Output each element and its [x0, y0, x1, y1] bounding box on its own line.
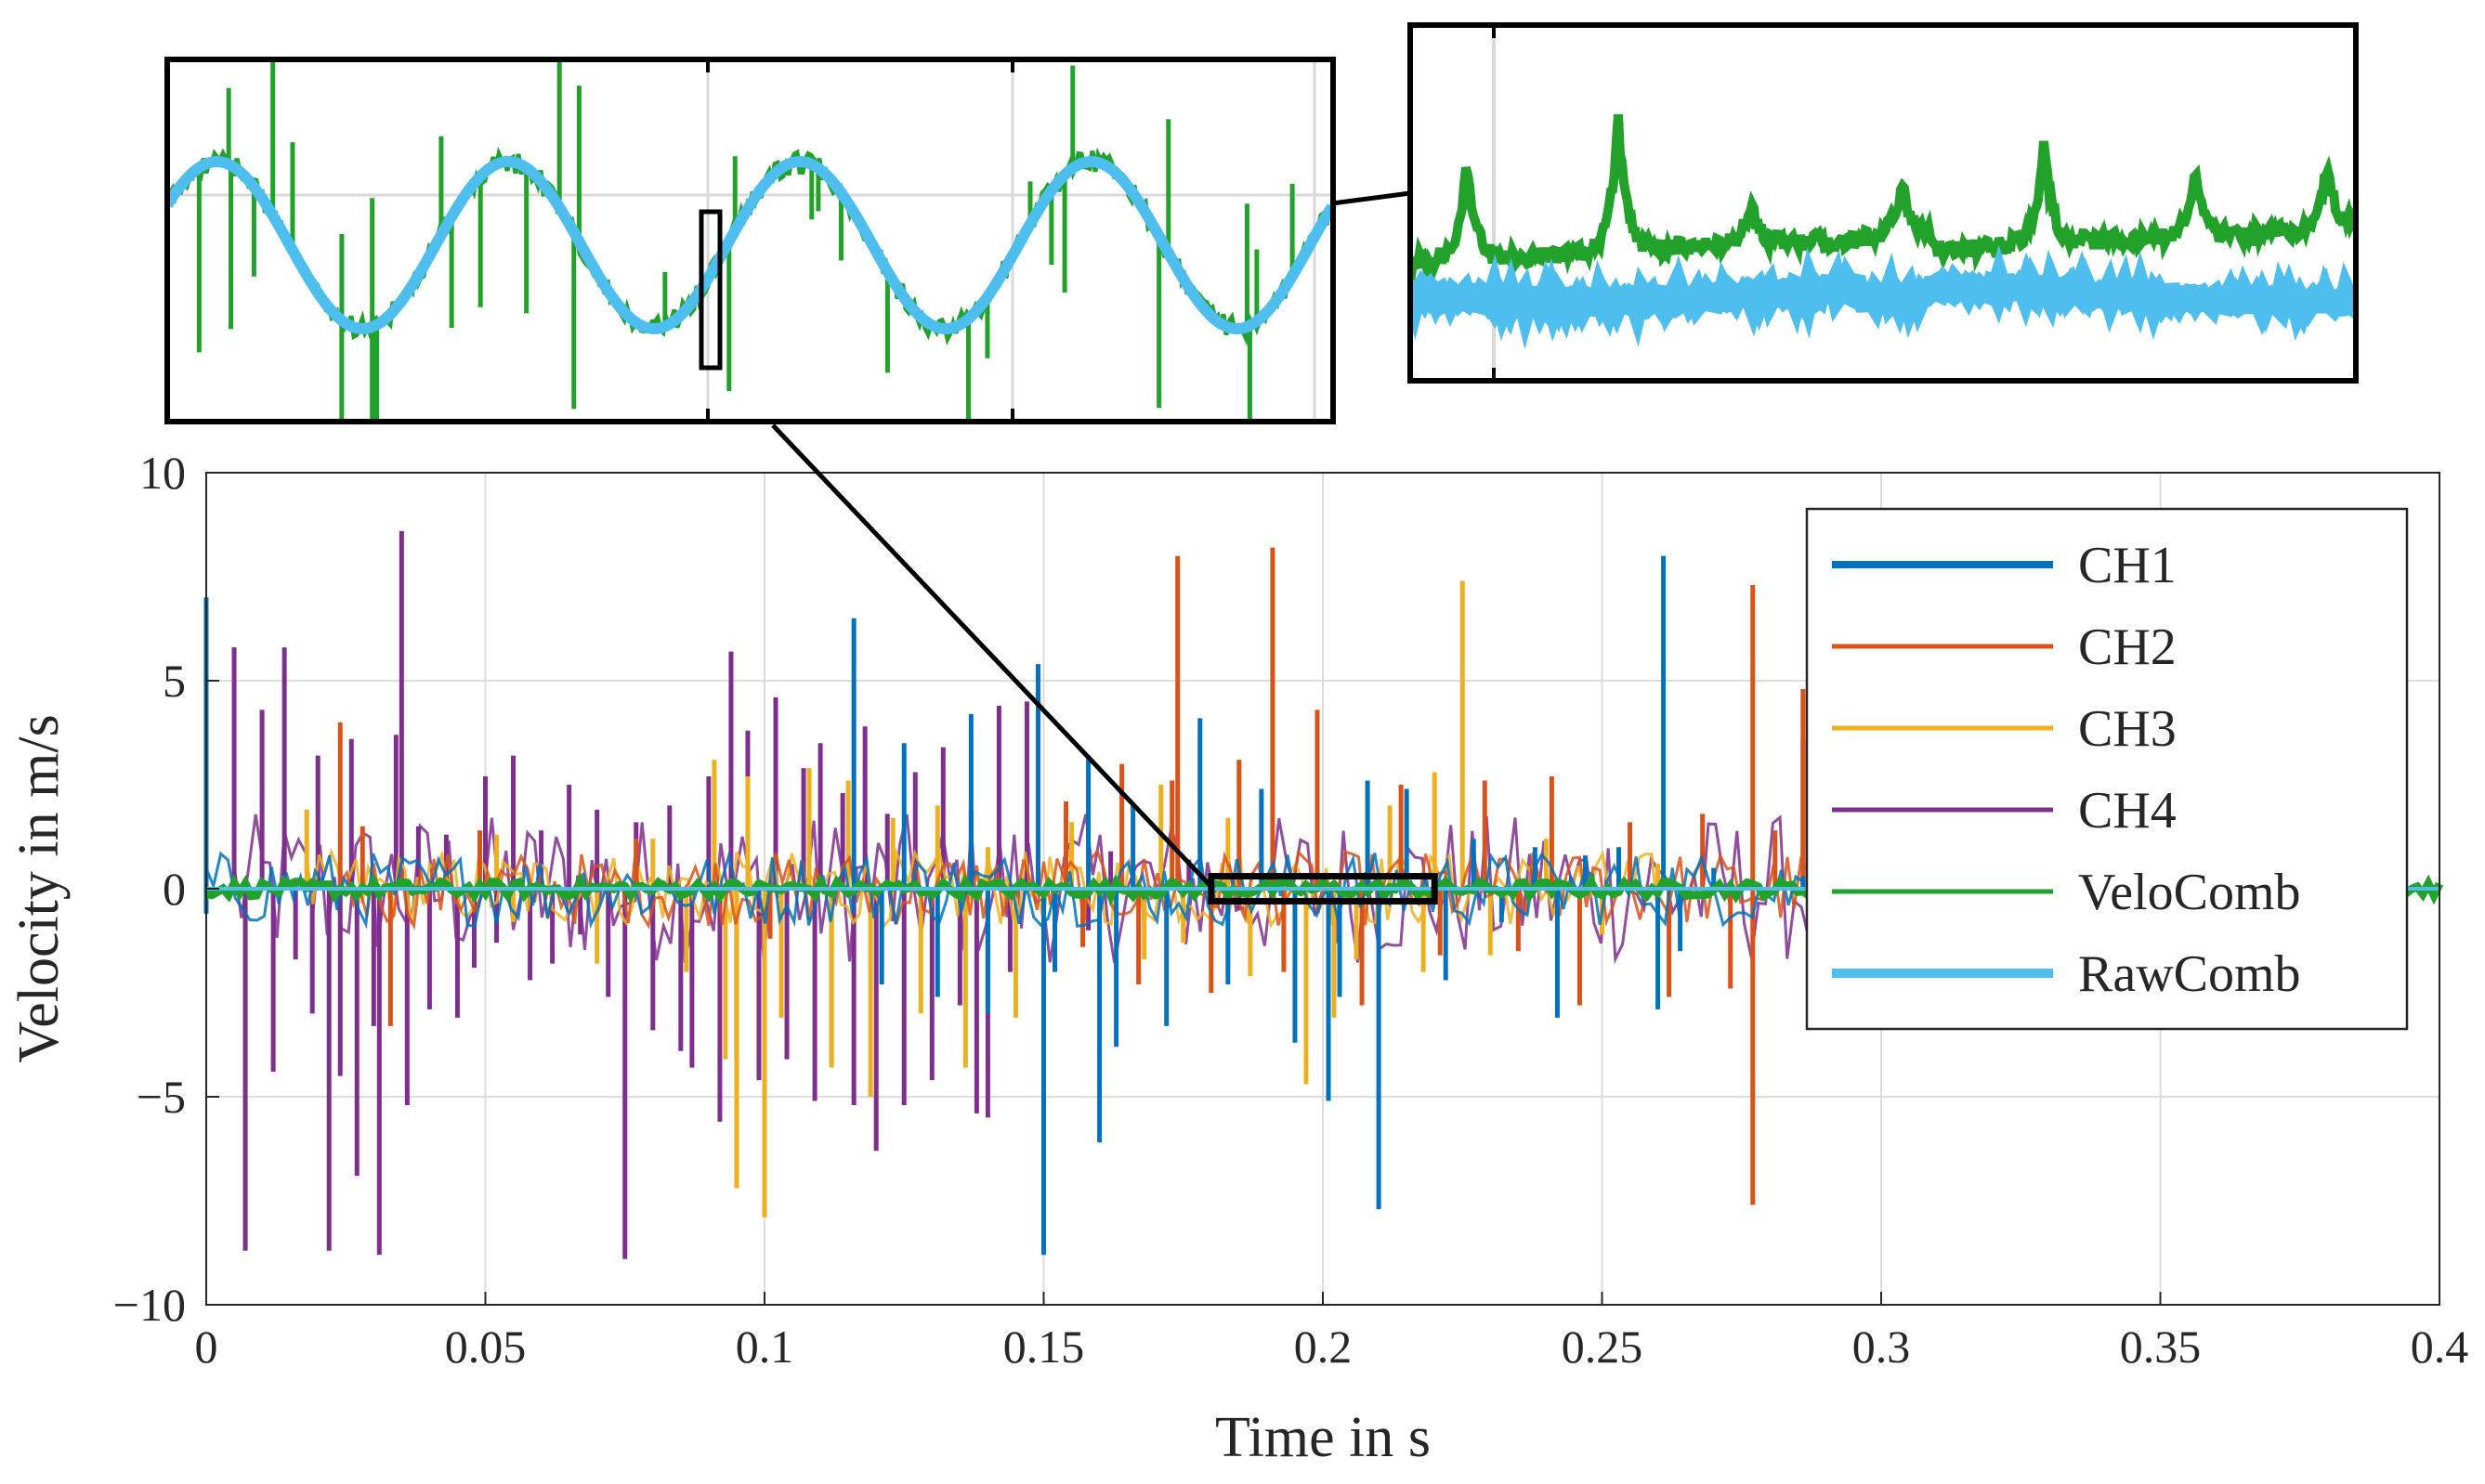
legend: CH1 CH2 CH3 CH4 VeloComb RawComb [1805, 507, 2409, 1031]
y-axis-title: Velocity in m/s [7, 714, 71, 1062]
series-ch2 [337, 547, 1817, 1205]
inset-left-viewport [167, 59, 1333, 422]
legend-entry-ch3: CH3 [1832, 700, 2177, 758]
y-tick-label: 0 [163, 863, 186, 915]
main-plot: 0 0.05 0.1 0.15 0.2 0.25 0.3 0.35 0.4 −10 −5 0 5 10 T… [7, 447, 2468, 1469]
inset-left-ticks [706, 59, 1014, 422]
legend-label: CH2 [2078, 618, 2177, 676]
inset-left-rawComb [167, 155, 1333, 335]
x-tick-label: 0 [195, 1321, 218, 1373]
y-tick-label: −10 [113, 1279, 186, 1331]
legend-entries: CH1 CH2 CH3 CH4 VeloComb RawComb [1832, 537, 2301, 1003]
legend-entry-ch1: CH1 [1832, 537, 2177, 594]
legend-label: CH1 [2078, 537, 2177, 594]
inset-right-veloComb [1410, 113, 2356, 284]
x-tick-label: 0.2 [1294, 1321, 1353, 1373]
inset-left-plot-area [167, 59, 1333, 422]
inset-left-frame [164, 57, 1336, 424]
main-ticks: 0 0.05 0.1 0.15 0.2 0.25 0.3 0.35 0.4 −10 −5 0 5 10 [113, 447, 2468, 1373]
inset-left-series [167, 59, 1333, 422]
legend-label: RawComb [2078, 945, 2301, 1003]
series-ch1 [203, 555, 1806, 1256]
inset-right-series [1410, 113, 2356, 349]
inset-left [164, 57, 1336, 424]
inset-left-spikes [196, 59, 1295, 422]
legend-label: CH3 [2078, 700, 2177, 758]
legend-entry-velocomb: VeloComb [1832, 864, 2301, 921]
series-noise-ch2 [339, 848, 1816, 931]
inset-right-frame [1407, 22, 2359, 384]
connector-line-main-to-inset [771, 423, 1215, 891]
legend-label: VeloComb [2078, 864, 2301, 921]
inset-left-zoom-box [699, 209, 723, 371]
x-axis-title: Time in s [1215, 1406, 1431, 1469]
x-tick-label: 0.4 [2411, 1321, 2469, 1373]
inset-right-rawComb [1410, 244, 2356, 349]
y-tick-label: 5 [163, 655, 186, 707]
x-tick-label: 0.3 [1852, 1321, 1911, 1373]
x-tick-label: 0.25 [1562, 1321, 1643, 1373]
x-tick-label: 0.15 [1003, 1321, 1085, 1373]
legend-entry-ch4: CH4 [1832, 782, 2177, 840]
inset-right-viewport [1410, 25, 2356, 381]
x-tick-label: 0.1 [736, 1321, 794, 1373]
legend-box [1805, 507, 2409, 1031]
y-tick-label: 10 [139, 447, 186, 499]
legend-entry-ch2: CH2 [1832, 618, 2177, 676]
inset-right [1407, 22, 2359, 384]
x-tick-label: 0.35 [2120, 1321, 2202, 1373]
legend-label: CH4 [2078, 782, 2177, 840]
x-tick-label: 0.05 [445, 1321, 527, 1373]
legend-entry-rawcomb: RawComb [1832, 945, 2301, 1003]
y-tick-label: −5 [137, 1071, 186, 1123]
